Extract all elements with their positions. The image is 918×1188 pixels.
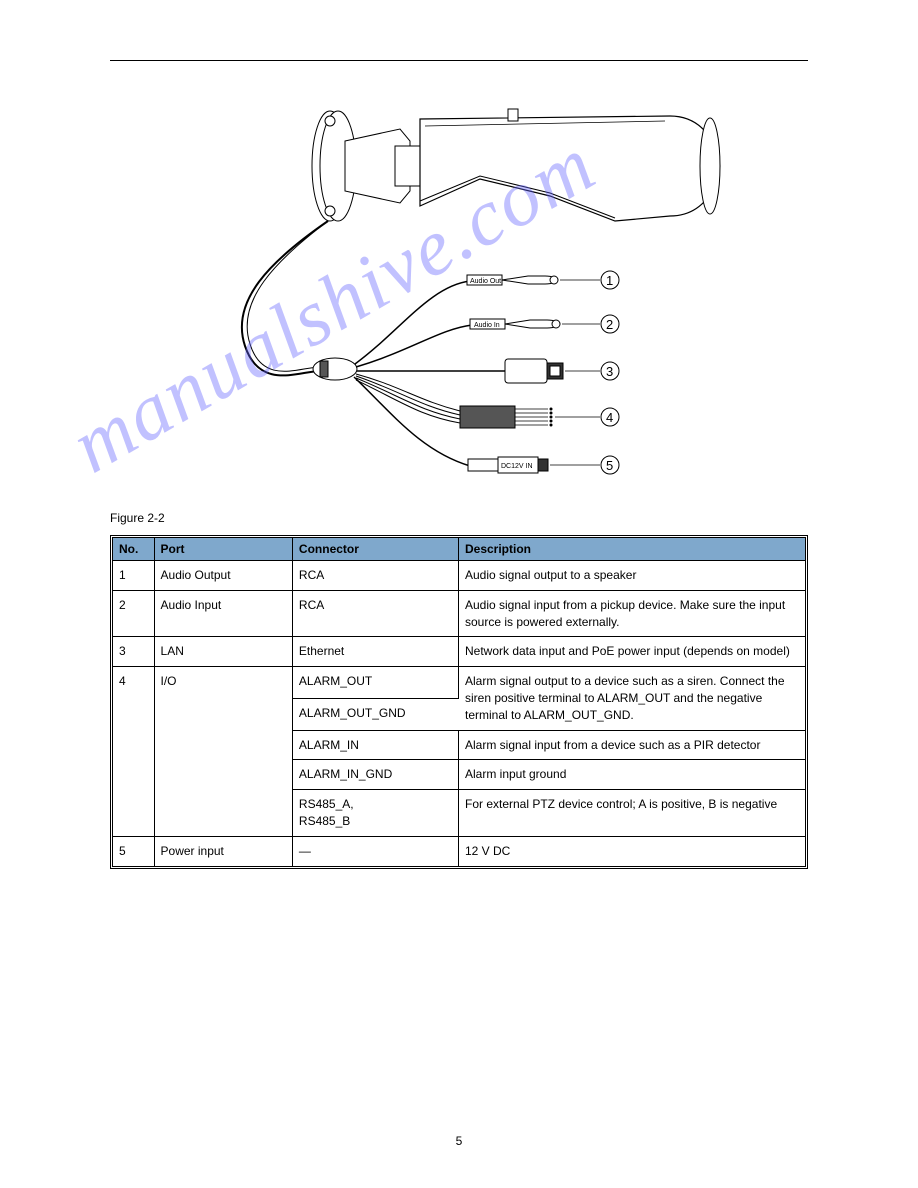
main-cable <box>242 221 328 375</box>
callout-num-1: 1 <box>606 273 613 288</box>
cell-desc: Alarm signal input from a device such as… <box>459 731 805 761</box>
figure-caption: Figure 2-2 <box>110 511 808 525</box>
cell-desc: 12 V DC <box>459 837 805 866</box>
table-row: 3 LAN Ethernet Network data input and Po… <box>113 637 805 667</box>
cell-desc: Alarm input ground <box>459 760 805 790</box>
conn-label-1: Audio Out <box>470 278 501 285</box>
cell-no: 3 <box>113 637 155 667</box>
cell-port: Audio Output <box>155 561 293 591</box>
cell-port: Power input <box>155 837 293 866</box>
callout-num-5: 5 <box>606 458 613 473</box>
camera-body <box>312 109 720 221</box>
cell-no: 2 <box>113 591 155 638</box>
cell-desc: Audio signal input from a pickup device.… <box>459 591 805 638</box>
camera-wiring-svg: Audio Out Audio In <box>110 71 810 491</box>
product-diagram: Audio Out Audio In <box>110 71 808 491</box>
table-row: 1 Audio Output RCA Audio signal output t… <box>113 561 805 591</box>
cell-no: 4 <box>113 667 155 837</box>
cell-desc: Audio signal output to a speaker <box>459 561 805 591</box>
cell-port: I/O <box>155 667 293 837</box>
cell-conn: ALARM_OUT <box>293 667 459 699</box>
cell-port: LAN <box>155 637 293 667</box>
cell-no: 5 <box>113 837 155 866</box>
table-row: 5 Power input — 12 V DC <box>113 837 805 866</box>
conn-label-2: Audio In <box>474 322 500 329</box>
cell-conn: ALARM_IN_GND <box>293 760 459 790</box>
cell-conn: — <box>293 837 459 866</box>
cell-conn: Ethernet <box>293 637 459 667</box>
cell-desc: For external PTZ device control; A is po… <box>459 790 805 837</box>
callout-num-2: 2 <box>606 317 613 332</box>
cell-port: Audio Input <box>155 591 293 638</box>
th-no: No. <box>113 538 155 561</box>
th-description: Description <box>459 538 805 561</box>
cell-conn: RS485_A, RS485_B <box>293 790 459 837</box>
cell-no: 1 <box>113 561 155 591</box>
table-header-row: No. Port Connector Description <box>113 538 805 561</box>
cell-conn: ALARM_OUT_GND <box>293 699 459 731</box>
callout-num-4: 4 <box>606 410 613 425</box>
conn-label-5: DC12V IN <box>501 463 533 470</box>
header-divider <box>110 60 808 61</box>
table-row: 2 Audio Input RCA Audio signal input fro… <box>113 591 805 638</box>
table-row: 4 I/O ALARM_OUT Alarm signal output to a… <box>113 667 805 699</box>
callout-markers: 1 2 3 4 5 <box>601 271 619 474</box>
th-connector: Connector <box>293 538 459 561</box>
cell-desc: Network data input and PoE power input (… <box>459 637 805 667</box>
cell-conn: RCA <box>293 561 459 591</box>
callout-num-3: 3 <box>606 364 613 379</box>
cell-desc: Alarm signal output to a device such as … <box>459 667 805 730</box>
port-table: No. Port Connector Description 1 Audio O… <box>110 535 808 869</box>
th-port: Port <box>155 538 293 561</box>
cell-conn: RCA <box>293 591 459 638</box>
cell-conn: ALARM_IN <box>293 731 459 761</box>
page-number: 5 <box>456 1134 463 1148</box>
fanout-cables: Audio Out Audio In <box>354 275 600 473</box>
